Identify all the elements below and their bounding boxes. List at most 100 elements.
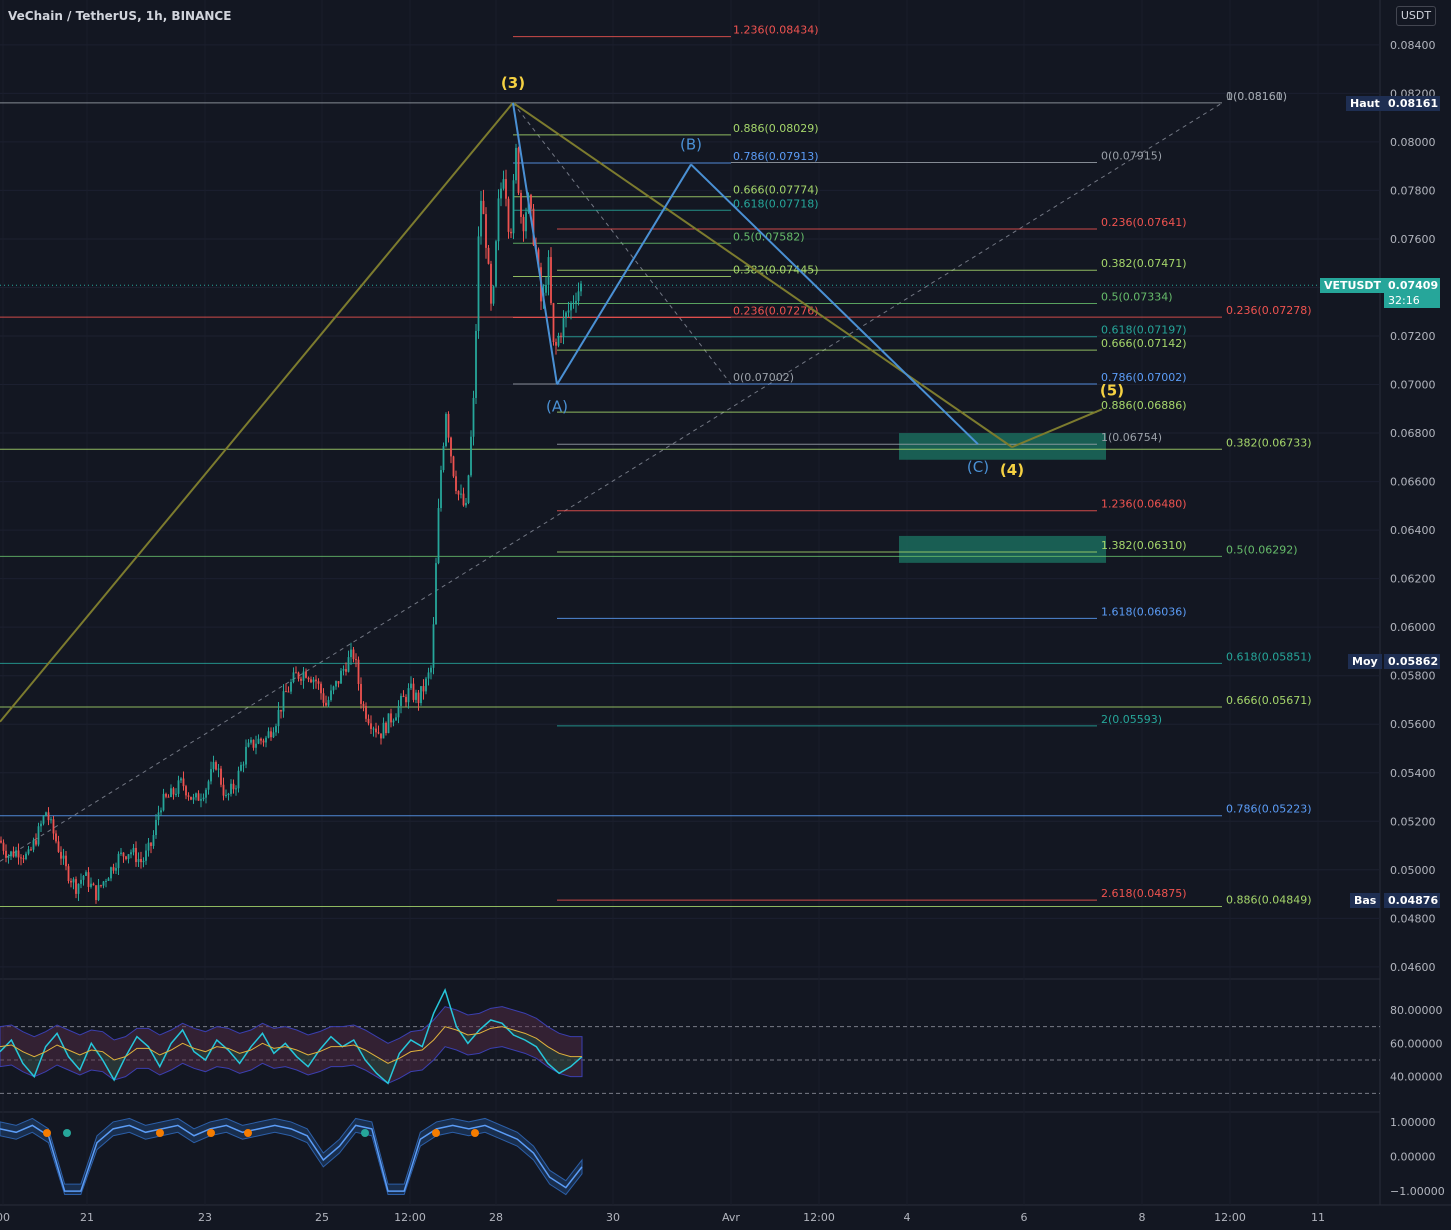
price-tick-label: 0.05600 [1390,718,1436,731]
candle-body [517,147,520,193]
abc-wave-segment [556,163,692,386]
low-label-tag: Bas [1350,892,1381,908]
currency-button[interactable]: USDT [1396,6,1436,26]
candle-body [560,335,562,337]
candle-body [230,783,232,794]
candle-body [167,796,170,798]
abc-label-a: (A) [546,398,568,416]
candle-body [132,847,135,853]
candle-body [502,179,505,189]
candle-body [300,678,302,681]
rsi-band [0,1006,583,1084]
candle-body [247,742,250,747]
candle-body [52,819,55,834]
candle-body [232,783,235,790]
fib-level-label: 0.666(0.07774) [733,184,819,197]
candle-body [137,859,140,863]
candle-body [317,681,320,684]
price-tick-label: 0.07800 [1390,184,1436,197]
rsi-tick-label: 40.00000 [1390,1071,1443,1084]
candle-body [392,720,395,723]
candle-body [202,797,205,800]
candle-body [365,706,367,719]
elliott-wave-segment [512,101,1013,448]
candle-body [297,672,300,679]
candle-body [87,872,90,887]
candle-body [262,740,265,743]
candle-body [252,739,255,748]
candle-body [5,850,7,858]
candle-body [75,879,77,894]
oscillator-signal-dot [207,1129,215,1137]
oscillator-signal-dot [432,1129,440,1137]
price-tick-label: 0.07600 [1390,233,1436,246]
candle-body [350,649,352,658]
time-tick-label: 30 [606,1211,620,1224]
candle-body [382,722,385,739]
candle-body [487,247,490,264]
candle-body [340,670,342,684]
rsi-line [0,987,583,1085]
candle-body [47,812,50,821]
candle-body [7,856,10,858]
candle-body [215,762,217,770]
candle-body [272,732,275,738]
candle-body [492,286,495,304]
price-tick-label: 0.06200 [1390,573,1436,586]
time-tick-label: 00 [0,1211,10,1224]
candle-body [397,705,400,718]
wave-label-3: (3) [501,74,525,92]
candle-body [67,866,70,881]
candle-body [152,835,155,846]
oscillator-tick-label: 0.00000 [1390,1151,1436,1164]
candle-body [307,677,310,680]
candle-body [452,456,455,477]
oscillator-signal-dot [63,1129,71,1137]
candle-body [122,852,125,857]
candle-body [557,335,560,346]
price-tick-label: 0.05000 [1390,864,1436,877]
candle-body [172,788,175,795]
candle-body [162,793,165,811]
fib-level-label: 0.666(0.05671) [1226,694,1312,707]
candle-body [445,413,447,447]
candle-body [145,850,147,861]
candle-body [575,300,577,303]
candle-body [42,816,45,824]
candle-body [532,208,535,245]
symbol-tag: VETUSDT [1320,278,1386,294]
candle-body [450,437,452,457]
candle-body [352,649,355,660]
candle-body [407,688,410,703]
candle-body [267,731,270,738]
candle-body [580,283,582,292]
candle-body [562,318,565,337]
candle-body [347,657,350,672]
candle-body [285,691,287,693]
candle-body [480,200,482,237]
candle-body [12,851,15,857]
candle-body [437,508,440,564]
fib-level-label: 0.382(0.06733) [1226,436,1312,449]
low-value-tag: 0.04876 [1384,892,1440,908]
wave-label-5: (5) [1100,381,1124,399]
fib-level-label: 1.618(0.06036) [1101,605,1187,618]
candle-body [160,810,162,813]
candle-body [127,854,130,859]
candle-body [17,850,20,858]
time-tick-label: 6 [1021,1211,1028,1224]
candle-body [500,188,502,199]
wave-label-4: (4) [1000,461,1024,479]
price-tick-label: 0.08400 [1390,39,1436,52]
candle-body [490,263,492,304]
candle-body [577,291,580,301]
candle-body [37,826,40,845]
candle-body [82,875,85,880]
candle-body [200,799,202,801]
abc-wave-segment [512,102,558,385]
fib-level-label: 1.236(0.06480) [1101,498,1187,511]
time-tick-label: 11 [1311,1211,1325,1224]
average-value-tag: 0.05862 [1384,653,1440,669]
